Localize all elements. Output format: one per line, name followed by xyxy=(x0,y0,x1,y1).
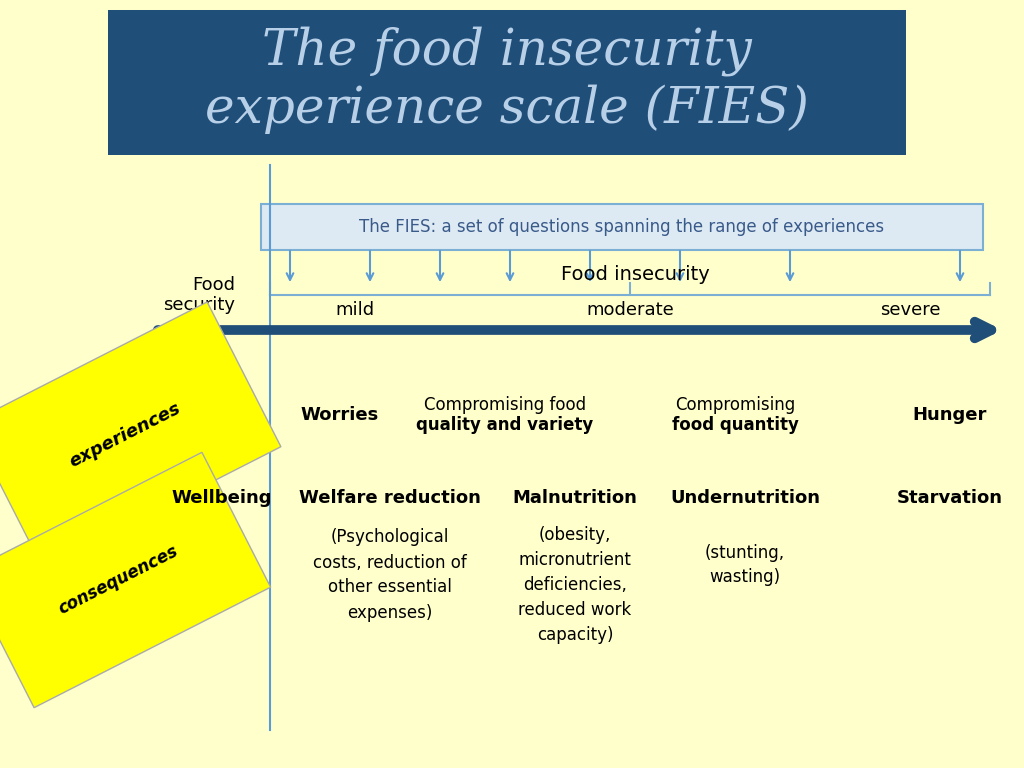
Text: severe: severe xyxy=(880,301,940,319)
Text: Welfare reduction: Welfare reduction xyxy=(299,489,481,507)
FancyBboxPatch shape xyxy=(108,10,906,155)
FancyBboxPatch shape xyxy=(261,204,983,250)
Text: Malnutrition: Malnutrition xyxy=(513,489,637,507)
Text: consequences: consequences xyxy=(55,542,181,618)
Text: moderate: moderate xyxy=(586,301,674,319)
Text: Wellbeing: Wellbeing xyxy=(172,489,272,507)
Text: The FIES: a set of questions spanning the range of experiences: The FIES: a set of questions spanning th… xyxy=(359,218,885,236)
Text: food quantity: food quantity xyxy=(672,416,799,434)
Text: (stunting,
wasting): (stunting, wasting) xyxy=(705,544,785,587)
Text: (Psychological
costs, reduction of
other essential
expenses): (Psychological costs, reduction of other… xyxy=(313,528,467,621)
Text: (obesity,
micronutrient
deficiencies,
reduced work
capacity): (obesity, micronutrient deficiencies, re… xyxy=(518,526,632,644)
Text: Starvation: Starvation xyxy=(897,489,1002,507)
Text: quality and variety: quality and variety xyxy=(417,416,594,434)
Text: Undernutrition: Undernutrition xyxy=(670,489,820,507)
Text: The food insecurity
experience scale (FIES): The food insecurity experience scale (FI… xyxy=(205,26,809,134)
Text: Hunger: Hunger xyxy=(912,406,987,424)
Text: Worries: Worries xyxy=(301,406,379,424)
Text: Compromising: Compromising xyxy=(675,396,795,414)
Text: Compromising food: Compromising food xyxy=(424,396,586,414)
Text: Food
security: Food security xyxy=(163,276,234,314)
Text: experiences: experiences xyxy=(67,399,183,471)
Text: Food insecurity: Food insecurity xyxy=(560,266,710,284)
Text: mild: mild xyxy=(336,301,375,319)
